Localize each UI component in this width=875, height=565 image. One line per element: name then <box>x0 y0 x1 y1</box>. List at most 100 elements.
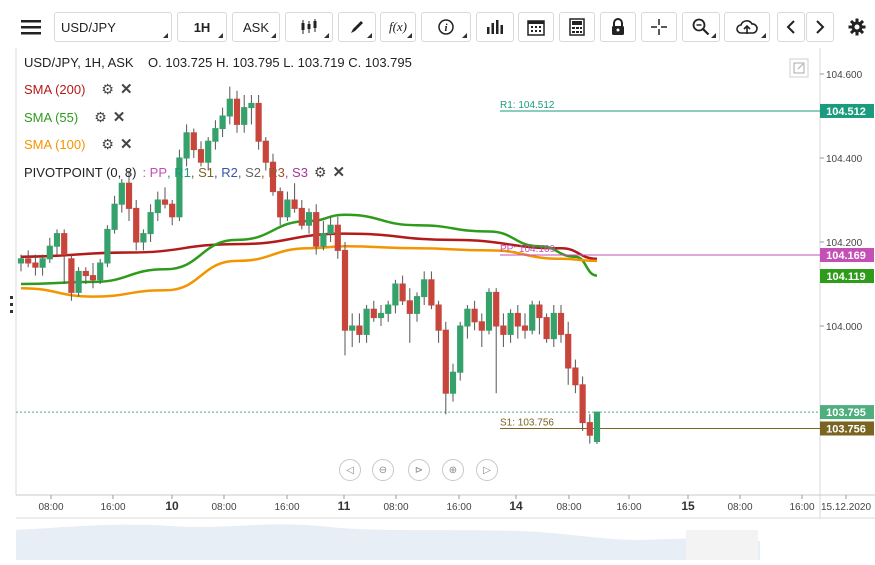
candle-body <box>39 258 46 268</box>
candle-body <box>507 312 514 335</box>
pivot-levels: R1: 104.512 PP: 104.169 S1: 103.756 <box>16 100 820 429</box>
y-tick-label: 104.200 <box>826 238 863 249</box>
candle-body <box>111 203 118 230</box>
price-tag <box>820 269 874 284</box>
candle-body <box>262 140 269 163</box>
price-tag-label: 103.756 <box>826 423 866 435</box>
x-tick-label: 08:00 <box>556 502 581 513</box>
lock-button[interactable] <box>600 12 636 42</box>
interval-selector[interactable]: 1H <box>177 12 227 42</box>
ma-line <box>20 213 598 286</box>
candle-body <box>190 132 197 151</box>
reset-view-button[interactable]: ⊳ <box>408 459 430 481</box>
scroll-left-button[interactable]: ◁ <box>339 459 361 481</box>
gear-icon[interactable]: ⚙ <box>94 108 107 125</box>
candle-body <box>514 312 521 327</box>
scroll-right-button[interactable]: ▷ <box>476 459 498 481</box>
draw-button[interactable] <box>338 12 376 42</box>
navigator-area <box>16 524 760 560</box>
gear-icon[interactable]: ⚙ <box>101 135 114 152</box>
candle-body <box>68 258 75 293</box>
x-tick-label: 14 <box>509 499 523 513</box>
symbol-label: USD/JPY <box>61 19 116 35</box>
candle-body <box>313 212 320 247</box>
candle-body <box>219 115 226 130</box>
gear-icon[interactable]: ⚙ <box>101 80 114 97</box>
settings-gear-icon <box>848 18 866 36</box>
candle-body <box>457 325 464 373</box>
candle-body <box>61 233 68 256</box>
candle-body <box>363 308 370 335</box>
prev-button[interactable] <box>777 12 805 42</box>
cloud-upload-icon <box>736 19 758 35</box>
calendar-button[interactable] <box>518 12 554 42</box>
candle-body <box>89 275 97 281</box>
candle-body <box>449 371 457 394</box>
candle-body <box>399 283 406 302</box>
candle-body <box>593 411 601 443</box>
close-icon[interactable]: ✕ <box>119 81 133 98</box>
candle-body <box>550 312 557 340</box>
price-type-selector[interactable]: ASK <box>232 12 280 42</box>
grid-lines <box>820 73 824 327</box>
candle-body <box>104 228 111 264</box>
pivot-label: PP: 104.169 <box>500 244 555 255</box>
gear-icon[interactable]: ⚙ <box>313 163 327 180</box>
candle-body <box>161 199 169 205</box>
x-tick-label: 16:00 <box>274 502 299 513</box>
candle-body <box>529 304 536 331</box>
resize-handle[interactable] <box>10 296 13 313</box>
candle-body <box>46 245 53 260</box>
candle-body <box>248 102 255 109</box>
calculator-button[interactable] <box>559 12 595 42</box>
indicators-button[interactable] <box>476 12 514 42</box>
function-button[interactable]: f(x) <box>380 12 416 42</box>
candle-body <box>442 329 449 394</box>
candle-body <box>82 270 89 277</box>
candle-body <box>97 262 104 281</box>
candle-body <box>464 308 471 327</box>
candle-body <box>435 304 442 331</box>
sma-55-label: SMA (55) <box>24 109 79 125</box>
candle-body <box>579 384 586 424</box>
pivot-label: S1: 103.756 <box>500 417 554 428</box>
zoom-out-button[interactable]: ⊖ <box>372 459 394 481</box>
zoom-in-button[interactable]: ⊕ <box>442 459 464 481</box>
x-tick-label: 08:00 <box>727 502 752 513</box>
candle-body <box>154 199 161 214</box>
close-icon[interactable]: ✕ <box>112 109 126 126</box>
price-tag-label: 103.795 <box>826 407 866 419</box>
ohlc-info: USD/JPY, 1H, ASK O. 103.725 H. 103.795 L… <box>24 55 412 70</box>
candle-body <box>349 325 356 331</box>
candle-body <box>370 308 377 319</box>
zoom-button[interactable] <box>682 12 720 42</box>
chart-type-button[interactable] <box>285 12 333 42</box>
candle-body <box>421 279 428 298</box>
candle-body <box>521 325 529 331</box>
settings-button[interactable] <box>842 12 872 42</box>
candle-body <box>557 312 565 335</box>
candle-body <box>75 270 82 293</box>
crosshair-button[interactable] <box>641 12 677 42</box>
close-icon[interactable]: ✕ <box>119 136 133 153</box>
pivot-label: PIVOTPOINT (0, 8) <box>24 164 137 180</box>
calendar-icon <box>527 18 545 36</box>
pivot-part-r1: , R1 <box>167 164 191 180</box>
candle-body <box>485 291 493 331</box>
candle-body <box>572 367 579 386</box>
symbol-selector[interactable]: USD/JPY <box>54 12 172 42</box>
next-button[interactable] <box>806 12 834 42</box>
candle-body <box>284 199 291 218</box>
candles-icon <box>300 19 318 35</box>
menu-button[interactable] <box>14 12 48 42</box>
navigator-window[interactable] <box>686 530 758 560</box>
candle-body <box>385 304 392 314</box>
close-icon[interactable]: ✕ <box>332 164 346 181</box>
x-tick-label: 10 <box>165 499 179 513</box>
cloud-button[interactable] <box>724 12 770 42</box>
info-button[interactable]: i <box>421 12 471 42</box>
expand-icon[interactable] <box>789 58 809 78</box>
sma-200-label: SMA (200) <box>24 81 86 97</box>
price-tag <box>820 103 874 118</box>
